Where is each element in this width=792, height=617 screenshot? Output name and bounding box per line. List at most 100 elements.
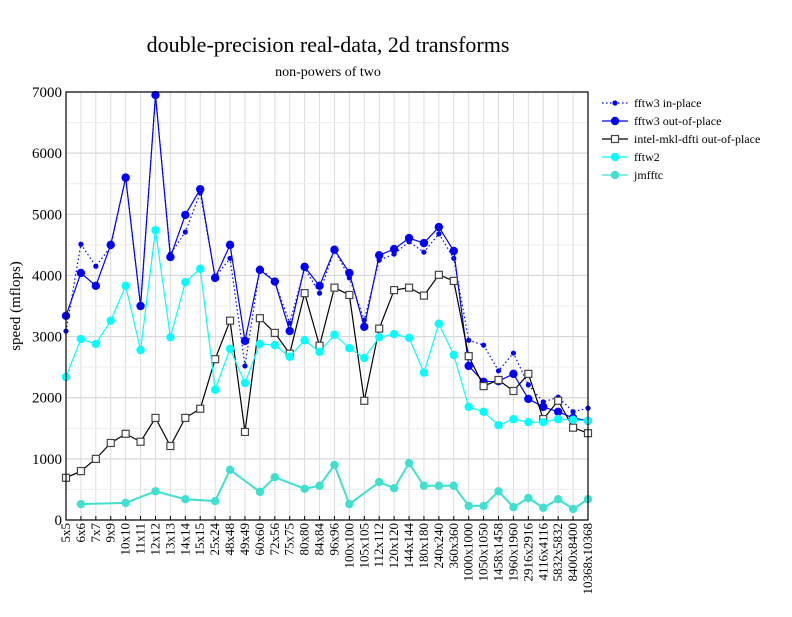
data-point bbox=[225, 344, 235, 353]
data-point bbox=[121, 173, 130, 182]
data-point bbox=[436, 231, 442, 237]
data-point bbox=[106, 240, 115, 250]
data-point bbox=[464, 501, 473, 511]
x-tick-label: 10368x10368 bbox=[580, 523, 595, 595]
data-point bbox=[345, 268, 354, 278]
data-point bbox=[421, 249, 427, 255]
data-point bbox=[568, 504, 578, 514]
legend-label: fftw2 bbox=[634, 150, 660, 164]
data-point bbox=[553, 495, 563, 504]
data-point bbox=[151, 225, 160, 235]
data-point bbox=[270, 277, 279, 286]
data-point bbox=[345, 499, 354, 509]
data-point bbox=[270, 473, 279, 482]
legend-label: fftw3 out-of-place bbox=[634, 114, 721, 128]
data-point bbox=[181, 495, 190, 504]
legend-item: fftw3 out-of-place bbox=[602, 114, 721, 128]
y-tick-label: 0 bbox=[55, 513, 63, 529]
x-tick-label: 1000x1000 bbox=[461, 523, 476, 582]
data-point bbox=[196, 185, 205, 194]
data-point bbox=[91, 339, 101, 349]
data-point bbox=[136, 301, 145, 311]
data-point-square bbox=[449, 276, 458, 286]
x-tick-label: 2916x2916 bbox=[520, 523, 535, 582]
x-tick-label: 96x96 bbox=[326, 523, 341, 556]
data-point bbox=[610, 170, 620, 180]
data-point bbox=[240, 378, 250, 388]
data-point bbox=[389, 244, 399, 254]
data-point bbox=[494, 421, 503, 430]
data-point bbox=[300, 336, 309, 345]
data-point bbox=[121, 498, 130, 508]
data-point bbox=[375, 332, 384, 342]
x-tick-label: 4116x4116 bbox=[535, 523, 550, 581]
legend: fftw3 in-place fftw3 out-of-place intel-mk… bbox=[602, 96, 760, 182]
data-point-square bbox=[76, 466, 86, 476]
data-point bbox=[315, 281, 324, 291]
data-point-square bbox=[390, 286, 399, 295]
x-tick-label: 144x144 bbox=[401, 523, 416, 569]
data-point bbox=[166, 332, 175, 342]
data-point bbox=[76, 268, 86, 278]
data-point bbox=[510, 350, 517, 356]
data-point bbox=[151, 90, 160, 100]
data-point bbox=[464, 361, 473, 371]
data-point bbox=[240, 336, 250, 346]
chart-title: double-precision real-data, 2d transform… bbox=[147, 32, 510, 57]
data-point bbox=[315, 347, 324, 357]
data-point bbox=[466, 337, 472, 343]
data-point-square bbox=[255, 314, 264, 323]
data-point-square bbox=[360, 396, 369, 405]
x-tick-label: 100x100 bbox=[341, 523, 356, 569]
legend-item: fftw3 in-place bbox=[602, 96, 701, 110]
data-point bbox=[375, 251, 384, 260]
x-tick-label: 60x60 bbox=[252, 523, 267, 556]
data-point-square bbox=[91, 454, 100, 463]
x-tick-label: 5832x5832 bbox=[550, 523, 565, 582]
data-point bbox=[568, 415, 578, 424]
data-point bbox=[389, 484, 399, 493]
data-point bbox=[509, 414, 518, 424]
data-point bbox=[121, 281, 130, 291]
data-point-square bbox=[166, 441, 175, 451]
data-point-square bbox=[610, 134, 620, 144]
data-point-square bbox=[136, 437, 145, 446]
data-point-square bbox=[225, 316, 235, 325]
data-point bbox=[255, 265, 265, 275]
data-point-square bbox=[211, 355, 220, 364]
data-point bbox=[419, 481, 429, 490]
data-point bbox=[330, 245, 339, 254]
data-point bbox=[225, 465, 235, 475]
data-point bbox=[76, 334, 86, 344]
data-point bbox=[494, 487, 503, 496]
data-point bbox=[479, 407, 488, 416]
data-point bbox=[553, 414, 563, 424]
data-point bbox=[360, 353, 369, 363]
data-point-square bbox=[151, 413, 160, 422]
x-tick-label: 25x24 bbox=[207, 523, 222, 556]
x-tick-label: 49x49 bbox=[237, 523, 252, 556]
data-point-square bbox=[419, 291, 429, 300]
data-point bbox=[525, 382, 531, 388]
data-point bbox=[76, 499, 86, 509]
series-line bbox=[65, 95, 589, 413]
data-point bbox=[210, 385, 220, 394]
data-point bbox=[610, 116, 620, 126]
x-tick-label: 1050x1050 bbox=[476, 523, 491, 582]
data-point-square bbox=[375, 324, 384, 333]
data-point bbox=[610, 152, 620, 162]
data-point bbox=[225, 240, 235, 250]
data-point-square bbox=[434, 270, 443, 279]
x-tick-label: 11x11 bbox=[133, 523, 148, 555]
data-point bbox=[539, 402, 548, 412]
data-point bbox=[553, 407, 563, 416]
data-point-square bbox=[121, 429, 130, 438]
data-point bbox=[404, 333, 414, 342]
data-point bbox=[316, 290, 323, 296]
x-tick-label: 9x9 bbox=[103, 523, 118, 543]
series-fftw3-in-place bbox=[63, 92, 591, 415]
data-point bbox=[255, 339, 265, 349]
x-tick-label: 12x12 bbox=[147, 523, 162, 556]
data-point bbox=[404, 458, 414, 468]
